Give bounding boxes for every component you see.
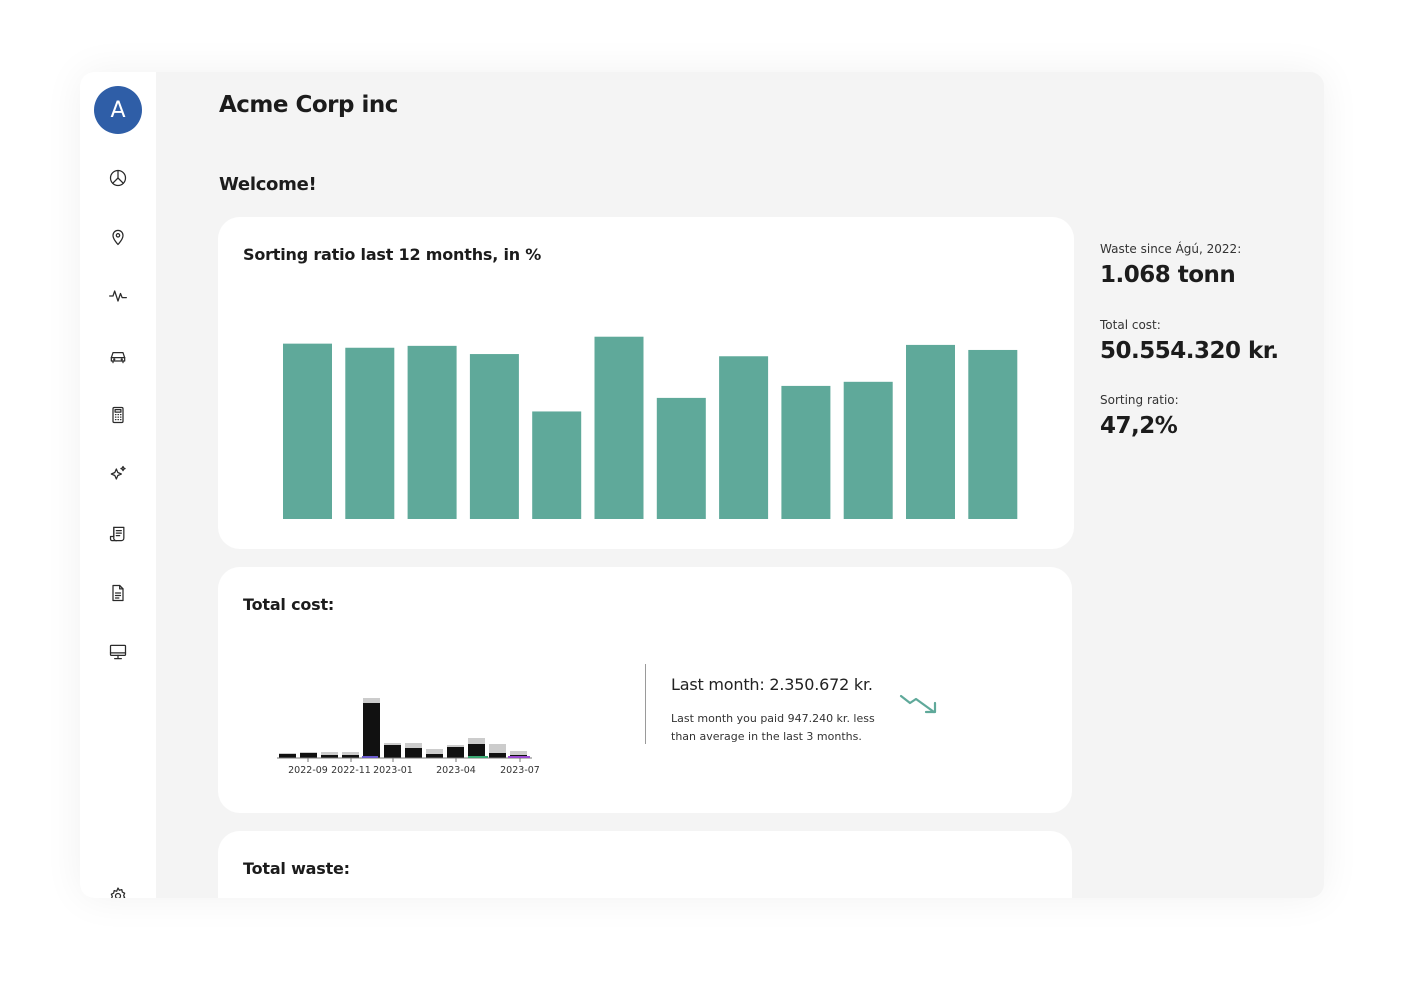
car-icon[interactable] (106, 344, 130, 368)
cost-bar-light[interactable] (489, 744, 506, 753)
map-pin-icon[interactable] (106, 225, 130, 249)
cost-bar-light[interactable] (405, 743, 422, 748)
cost-bar-light[interactable] (426, 749, 443, 754)
sorting-ratio-chart (283, 336, 1018, 519)
cost-bar-light[interactable] (342, 752, 359, 755)
main-content: Acme Corp inc Welcome! Sorting ratio las… (156, 72, 1324, 898)
divider (645, 664, 646, 744)
sidebar: A (80, 72, 156, 898)
sorting-bar[interactable] (532, 411, 582, 519)
waste-stat: Waste since Ágú, 2022: 1.068 tonn (1100, 242, 1241, 288)
sorting-bar[interactable] (283, 343, 332, 519)
sorting-bar[interactable] (968, 349, 1018, 519)
x-tick-label: 2022-11 (331, 765, 371, 776)
trend-down-icon (899, 694, 937, 714)
x-tick-label: 2023-04 (436, 765, 476, 776)
cost-bar-light[interactable] (384, 743, 401, 745)
x-tick-label: 2022-09 (288, 765, 328, 776)
last-month-cost: Last month: 2.350.672 kr. (671, 675, 873, 694)
cost-stat: Total cost: 50.554.320 kr. (1100, 318, 1279, 364)
page-title: Acme Corp inc (219, 92, 398, 118)
waste-label: Waste since Ágú, 2022: (1100, 242, 1242, 256)
x-tick-label: 2023-01 (373, 765, 413, 776)
receipt-icon[interactable] (106, 522, 130, 546)
sorting-bar[interactable] (469, 354, 519, 519)
pie-chart-icon[interactable] (106, 166, 130, 190)
sorting-bar[interactable] (656, 397, 706, 519)
sorting-bar[interactable] (781, 385, 831, 519)
monitor-icon[interactable] (106, 640, 130, 664)
cost-bar-dark[interactable] (489, 753, 506, 758)
sparkles-icon[interactable] (106, 462, 130, 486)
cost-value: 50.554.320 kr. (1100, 338, 1279, 364)
total-cost-card: Total cost: 2022-09 2022-11 2023-01 2023-04… (218, 567, 1072, 813)
cost-bar-light[interactable] (363, 698, 380, 703)
cost-bar-light[interactable] (300, 752, 317, 753)
cost-bar-dark[interactable] (363, 703, 380, 758)
cost-bar-dark[interactable] (279, 754, 296, 758)
total-waste-title: Total waste: (243, 859, 350, 878)
gear-icon[interactable] (106, 884, 130, 898)
cost-bar-dark[interactable] (321, 755, 338, 758)
cost-bar-dark[interactable] (468, 744, 485, 758)
sorting-bar[interactable] (594, 336, 644, 519)
sorting-ratio-card: Sorting ratio last 12 months, in % (218, 217, 1074, 549)
cost-bar-dark[interactable] (447, 747, 464, 758)
sorting-ratio-title: Sorting ratio last 12 months, in % (243, 245, 542, 264)
sorting-bar[interactable] (407, 345, 457, 519)
cost-label: Total cost: (1100, 318, 1161, 332)
cost-bar-light[interactable] (447, 745, 464, 747)
cost-bar-dark[interactable] (342, 755, 359, 758)
sorting-bar[interactable] (345, 347, 395, 519)
ratio-label: Sorting ratio: (1100, 393, 1179, 407)
x-tick-label: 2023-07 (500, 765, 540, 776)
avatar[interactable]: A (94, 86, 142, 134)
cost-bar-light[interactable] (321, 752, 338, 755)
total-cost-title: Total cost: (243, 595, 335, 614)
cost-bar-light[interactable] (468, 738, 485, 744)
cost-bar-dark[interactable] (426, 754, 443, 758)
cost-bar-dark[interactable] (300, 753, 317, 758)
cost-bar-dark[interactable] (384, 745, 401, 758)
total-waste-card: Total waste: (218, 831, 1072, 898)
ratio-stat: Sorting ratio: 47,2% (1100, 393, 1179, 439)
activity-icon[interactable] (106, 284, 130, 308)
cost-bar-light[interactable] (279, 753, 296, 754)
ratio-value: 47,2% (1100, 413, 1178, 439)
total-cost-chart: 2022-09 2022-11 2023-01 2023-04 2023-07 (277, 698, 540, 776)
waste-value: 1.068 tonn (1100, 262, 1236, 288)
cost-bar-dark[interactable] (405, 748, 422, 758)
sorting-bar[interactable] (719, 356, 769, 519)
sorting-bar[interactable] (843, 381, 893, 519)
calculator-icon[interactable] (106, 403, 130, 427)
document-icon[interactable] (106, 581, 130, 605)
last-month-note: Last month you paid 947.240 kr. less tha… (671, 712, 875, 743)
cost-bar-light[interactable] (510, 751, 527, 755)
app-window: A Acme Corp inc (80, 72, 1324, 898)
sorting-bar[interactable] (906, 344, 955, 519)
welcome-heading: Welcome! (219, 174, 317, 195)
